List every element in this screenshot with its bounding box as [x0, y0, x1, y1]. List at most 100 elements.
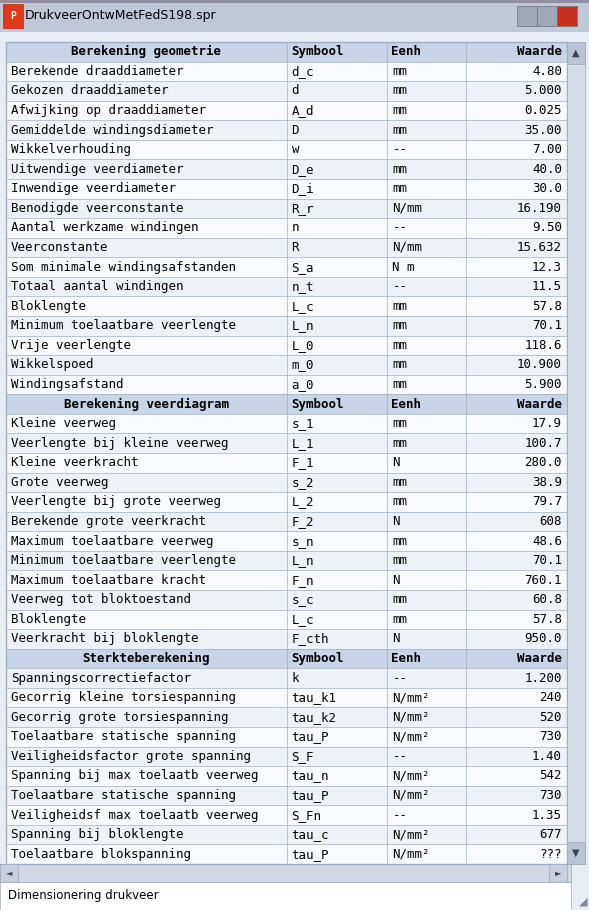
Text: Veerweg tot bloktoestand: Veerweg tot bloktoestand: [11, 593, 191, 606]
Text: Waarde: Waarde: [517, 398, 562, 410]
FancyBboxPatch shape: [6, 42, 567, 62]
FancyBboxPatch shape: [0, 0, 589, 3]
Text: Berekening geometrie: Berekening geometrie: [71, 46, 221, 58]
Text: Uitwendige veerdiameter: Uitwendige veerdiameter: [11, 163, 184, 176]
Text: N/mm²: N/mm²: [392, 828, 430, 841]
FancyBboxPatch shape: [6, 472, 567, 492]
FancyBboxPatch shape: [6, 844, 567, 864]
Text: N m: N m: [392, 260, 415, 274]
Text: Inwendige veerdiameter: Inwendige veerdiameter: [11, 182, 176, 196]
FancyBboxPatch shape: [6, 511, 567, 531]
Text: N/mm²: N/mm²: [392, 789, 430, 802]
Text: 57.8: 57.8: [532, 612, 562, 626]
Text: Eenh: Eenh: [392, 398, 421, 410]
Text: Sterkteberekening: Sterkteberekening: [82, 652, 210, 665]
Text: mm: mm: [392, 593, 408, 606]
Text: --: --: [392, 809, 408, 822]
FancyBboxPatch shape: [567, 42, 585, 864]
Text: Gekozen draaddiameter: Gekozen draaddiameter: [11, 85, 168, 97]
Text: D_e: D_e: [292, 163, 314, 176]
Text: mm: mm: [392, 378, 408, 391]
FancyBboxPatch shape: [6, 198, 567, 218]
Text: Spanningscorrectiefactor: Spanningscorrectiefactor: [11, 672, 191, 684]
Text: 40.0: 40.0: [532, 163, 562, 176]
Text: 16.190: 16.190: [517, 202, 562, 215]
Text: N/mm²: N/mm²: [392, 691, 430, 704]
Text: Maximum toelaatbare kracht: Maximum toelaatbare kracht: [11, 573, 206, 587]
Text: Veerlengte bij kleine veerweg: Veerlengte bij kleine veerweg: [11, 437, 229, 450]
Text: R: R: [292, 241, 299, 254]
Text: L_n: L_n: [292, 554, 314, 567]
FancyBboxPatch shape: [6, 218, 567, 238]
Text: Minimum toelaatbare veerlengte: Minimum toelaatbare veerlengte: [11, 554, 236, 567]
FancyBboxPatch shape: [0, 0, 589, 32]
Text: k: k: [292, 672, 299, 684]
Text: Windingsafstand: Windingsafstand: [11, 378, 124, 391]
Text: 1.40: 1.40: [532, 750, 562, 763]
Text: Berekende grote veerkracht: Berekende grote veerkracht: [11, 515, 206, 528]
Text: 30.0: 30.0: [532, 182, 562, 196]
Text: tau_P: tau_P: [292, 731, 329, 743]
FancyBboxPatch shape: [6, 746, 567, 766]
Text: L_0: L_0: [292, 339, 314, 352]
FancyBboxPatch shape: [6, 394, 567, 414]
Text: ◢: ◢: [579, 897, 587, 907]
Text: 542: 542: [540, 770, 562, 783]
Text: Waarde: Waarde: [517, 46, 562, 58]
FancyBboxPatch shape: [6, 590, 567, 610]
Text: Toelaatbare blokspanning: Toelaatbare blokspanning: [11, 848, 191, 861]
Text: Grote veerweg: Grote veerweg: [11, 476, 108, 489]
Text: s_n: s_n: [292, 534, 314, 548]
Text: N/mm²: N/mm²: [392, 770, 430, 783]
Text: N: N: [392, 573, 400, 587]
FancyBboxPatch shape: [0, 32, 589, 882]
Text: N: N: [392, 456, 400, 470]
FancyBboxPatch shape: [6, 785, 567, 805]
Text: Toelaatbare statische spanning: Toelaatbare statische spanning: [11, 731, 236, 743]
FancyBboxPatch shape: [6, 668, 567, 688]
FancyBboxPatch shape: [6, 277, 567, 297]
Text: ▼: ▼: [573, 848, 580, 858]
Text: P: P: [10, 11, 16, 21]
Text: L_1: L_1: [292, 437, 314, 450]
FancyBboxPatch shape: [6, 433, 567, 453]
Text: mm: mm: [392, 417, 408, 430]
Text: tau_k2: tau_k2: [292, 711, 336, 723]
Text: Vrije veerlengte: Vrije veerlengte: [11, 339, 131, 352]
Text: Wikkelverhouding: Wikkelverhouding: [11, 143, 131, 157]
Text: 1.35: 1.35: [532, 809, 562, 822]
Text: tau_k1: tau_k1: [292, 691, 336, 704]
FancyBboxPatch shape: [6, 610, 567, 629]
Text: Kleine veerweg: Kleine veerweg: [11, 417, 116, 430]
Text: Gecorrig kleine torsiespanning: Gecorrig kleine torsiespanning: [11, 691, 236, 704]
FancyBboxPatch shape: [567, 42, 585, 64]
Text: Spanning bij bloklengte: Spanning bij bloklengte: [11, 828, 184, 841]
Text: Benodigde veerconstante: Benodigde veerconstante: [11, 202, 184, 215]
Text: Symbool: Symbool: [292, 398, 344, 410]
Text: 11.5: 11.5: [532, 280, 562, 293]
Text: mm: mm: [392, 476, 408, 489]
Text: 608: 608: [540, 515, 562, 528]
Text: Symbool: Symbool: [292, 652, 344, 665]
Text: 118.6: 118.6: [524, 339, 562, 352]
Text: Eenh: Eenh: [392, 46, 421, 58]
FancyBboxPatch shape: [6, 238, 567, 258]
Text: 0.025: 0.025: [524, 104, 562, 117]
FancyBboxPatch shape: [6, 355, 567, 375]
Text: D: D: [292, 124, 299, 136]
Text: 280.0: 280.0: [524, 456, 562, 470]
Text: ◄: ◄: [6, 868, 12, 877]
Text: d_c: d_c: [292, 65, 314, 78]
Text: 7.00: 7.00: [532, 143, 562, 157]
Text: mm: mm: [392, 554, 408, 567]
Text: 4.80: 4.80: [532, 65, 562, 78]
Text: 5.000: 5.000: [524, 85, 562, 97]
Text: Bloklengte: Bloklengte: [11, 612, 86, 626]
Text: DrukveerOntwMetFedS198.spr: DrukveerOntwMetFedS198.spr: [25, 9, 217, 23]
FancyBboxPatch shape: [537, 6, 557, 26]
Text: 760.1: 760.1: [524, 573, 562, 587]
Text: Berekening veerdiagram: Berekening veerdiagram: [64, 398, 229, 410]
Text: S_a: S_a: [292, 260, 314, 274]
Text: 15.632: 15.632: [517, 241, 562, 254]
Text: m_0: m_0: [292, 359, 314, 371]
